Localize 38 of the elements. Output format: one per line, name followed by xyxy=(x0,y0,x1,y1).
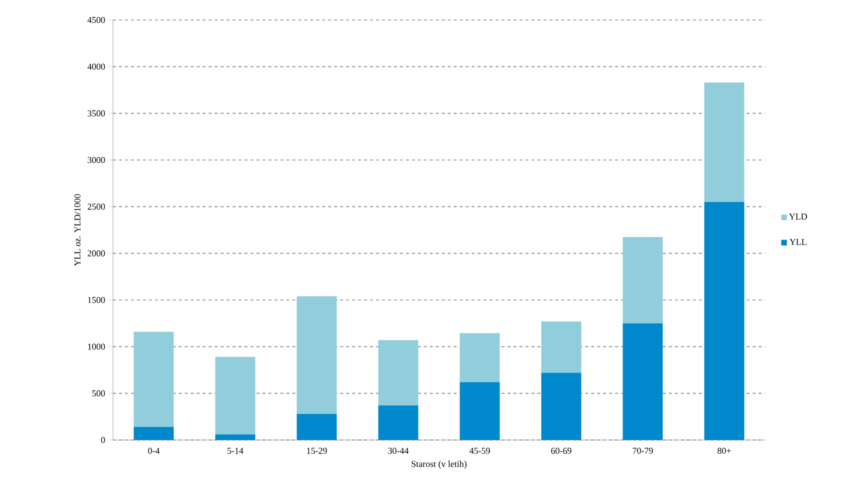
bar xyxy=(622,237,663,324)
y-tick-label: 0 xyxy=(101,436,105,444)
x-tick-label: 70-79 xyxy=(632,448,653,454)
legend-label: YLL xyxy=(789,238,806,245)
y-axis-title: YLL oz. YLD/1000 xyxy=(74,194,80,266)
bar xyxy=(215,356,256,434)
y-tick-label: 500 xyxy=(92,390,105,396)
bar xyxy=(378,405,418,440)
bar xyxy=(215,434,256,440)
bar xyxy=(541,372,582,440)
x-tick-label: 80+ xyxy=(718,448,731,454)
bar xyxy=(541,321,582,373)
x-tick-label: 15-29 xyxy=(307,448,327,454)
x-tick-label: 60-69 xyxy=(551,448,572,454)
bar xyxy=(296,414,337,440)
bar xyxy=(378,340,418,406)
x-tick-label: 30-44 xyxy=(388,448,409,454)
bar xyxy=(622,323,663,440)
y-tick-label: 2500 xyxy=(88,204,105,210)
x-tick-label: 45-59 xyxy=(469,448,490,454)
y-tick-label: 4000 xyxy=(87,64,105,70)
bar xyxy=(134,426,174,440)
bar xyxy=(704,82,744,202)
bar xyxy=(134,332,174,427)
bar xyxy=(296,296,337,414)
bar xyxy=(704,202,744,440)
bar xyxy=(460,333,500,382)
y-tick-label: 1500 xyxy=(88,296,105,304)
x-tick-label: 0-4 xyxy=(148,448,160,454)
bar xyxy=(460,382,500,440)
x-tick-label: 5-14 xyxy=(228,448,244,454)
y-tick-label: 3500 xyxy=(88,110,105,116)
y-tick-label: 1000 xyxy=(88,344,105,350)
y-tick-label: 3000 xyxy=(88,156,105,164)
legend-label: YLD xyxy=(788,214,807,220)
x-axis-title: Starost (v letih) xyxy=(412,460,467,469)
y-tick-label: 4500 xyxy=(87,16,105,24)
y-tick-label: 2000 xyxy=(88,250,105,256)
